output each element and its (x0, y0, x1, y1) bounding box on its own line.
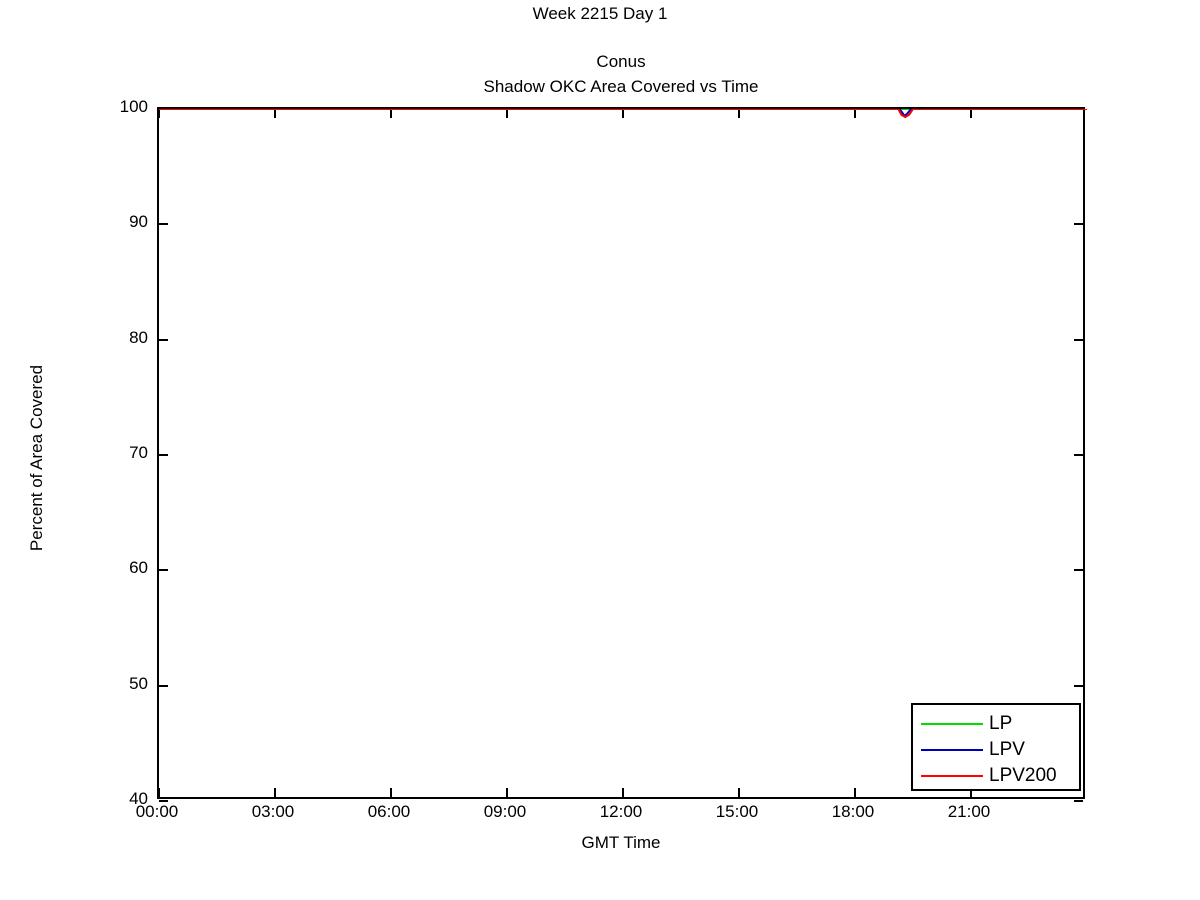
x-axis-tick-label: 21:00 (947, 802, 991, 821)
chart-title-block: Conus Shadow OKC Area Covered vs Time (157, 49, 1085, 99)
y-axis-tick-label: 70 (129, 443, 148, 462)
x-axis-tick (390, 109, 392, 118)
y-axis-tick-label: 90 (129, 212, 148, 232)
x-axis-tick (506, 109, 508, 118)
legend-swatch-lpv (921, 749, 983, 751)
x-axis-tick (738, 788, 740, 797)
y-axis-tick (159, 338, 168, 341)
x-axis-tick (854, 109, 856, 118)
x-axis-tick (854, 788, 856, 797)
y-axis-tick (159, 684, 168, 687)
legend: LP LPV LPV200 (911, 703, 1081, 791)
x-axis-label: GMT Time (581, 833, 661, 852)
chart-subtitle: Shadow OKC Area Covered vs Time (483, 77, 759, 96)
y-axis-tick-label: 60 (129, 558, 148, 578)
series-layer (159, 109, 1087, 119)
x-axis-tick (970, 109, 972, 118)
x-axis-tick (622, 788, 624, 797)
legend-swatch-lp (921, 723, 983, 725)
legend-item-lpv200[interactable]: LPV200 (921, 763, 1071, 789)
x-axis-tick (158, 109, 160, 118)
legend-label: LP (989, 713, 1013, 734)
x-axis-tick-label: 09:00 (483, 802, 527, 821)
page-title: Week 2215 Day 1 (532, 4, 668, 23)
y-axis-tick (1074, 338, 1083, 341)
y-axis-tick (159, 569, 168, 572)
y-axis-tick (1074, 569, 1083, 572)
x-axis-tick-label: 15:00 (715, 802, 759, 821)
y-axis-tick (159, 108, 168, 110)
y-axis-tick (159, 800, 168, 802)
plot-area (157, 107, 1087, 802)
y-axis-tick-label: 50 (129, 673, 148, 693)
y-axis-tick (1074, 108, 1083, 110)
x-axis-tick (274, 788, 276, 797)
x-axis-tick (274, 109, 276, 118)
x-axis-tick (738, 109, 740, 118)
y-axis-tick (1074, 800, 1083, 802)
y-axis-tick (159, 223, 168, 226)
chart-title: Conus (596, 52, 646, 71)
y-axis-tick (1074, 454, 1083, 456)
x-axis-tick-label: 03:00 (251, 802, 295, 821)
legend-label: LPV200 (989, 765, 1057, 786)
y-axis-tick (159, 454, 168, 456)
x-axis-tick (970, 788, 972, 797)
x-axis-tick-label: 18:00 (831, 802, 875, 821)
y-axis-tick-label: 80 (129, 327, 148, 347)
y-axis-tick (1074, 684, 1083, 687)
legend-swatch-lpv200 (921, 775, 983, 777)
y-axis-label: Percent of Area Covered (27, 364, 46, 552)
x-axis-tick (390, 788, 392, 797)
x-axis-tick (506, 788, 508, 797)
y-axis-tick (1074, 223, 1083, 226)
x-axis-tick (158, 788, 160, 797)
x-axis-tick-label: 00:00 (135, 802, 179, 821)
legend-item-lp[interactable]: LP (921, 711, 1071, 737)
y-axis-tick-label: 40 (129, 789, 148, 808)
x-axis-tick-label: 06:00 (367, 802, 411, 821)
x-axis-tick-label: 12:00 (599, 802, 643, 821)
legend-label: LPV (989, 739, 1025, 760)
legend-item-lpv[interactable]: LPV (921, 737, 1071, 763)
x-axis-tick (622, 109, 624, 118)
y-axis-tick-label: 100 (119, 97, 148, 116)
